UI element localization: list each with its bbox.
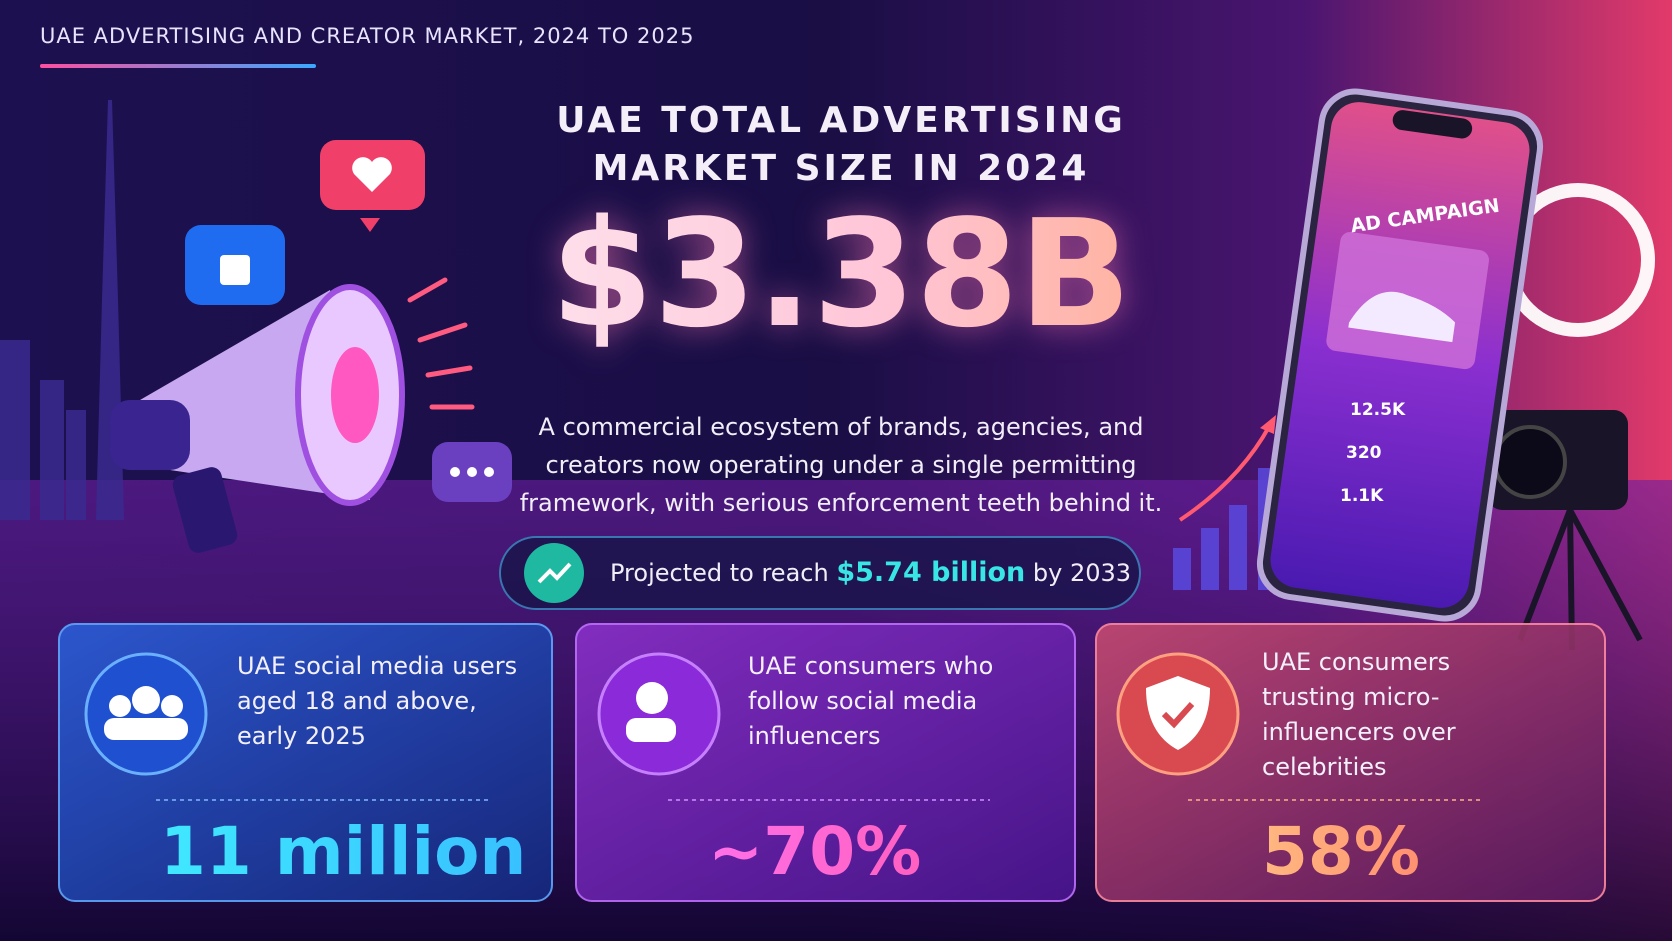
hero-heading: MARKET SIZE IN 2024 [592,148,1090,189]
projection-pill [499,536,1141,610]
card-value: 58% [1262,813,1420,890]
card-text: follow social media [748,687,978,715]
trend-icon [524,543,584,603]
title-underline [40,64,316,68]
projection-suffix: by 2033 [1032,559,1132,587]
phone-stat: 320 [1346,443,1382,463]
card-text: UAE consumers [1262,648,1451,676]
hero-value: $3.38B [441,200,1241,348]
follower-icon [597,652,721,776]
phone-stat: 12.5K [1350,400,1406,420]
card-value: 11 million [160,813,527,890]
card-text: trusting micro- [1262,683,1440,711]
hero-heading: UAE TOTAL ADVERTISING [556,100,1126,141]
card-text: UAE social media users [237,652,518,680]
hero-description: A commercial ecosystem of brands, agenci… [538,413,1144,441]
card-text: early 2025 [237,722,366,750]
card-value: ~70% [708,813,922,890]
megaphone [110,284,405,553]
phone [1256,88,1544,622]
growth-arrow [1178,424,1272,522]
projection-prefix: Projected to reach [610,559,829,587]
sound-lines [407,277,475,410]
card-text: celebrities [1262,753,1387,781]
social-icons [185,140,512,502]
card-text: UAE consumers who [748,652,994,680]
hero-description: framework, with serious enforcement teet… [519,489,1163,517]
phone-stat: 1.1K [1340,486,1384,506]
growth-arrow-head [1260,415,1276,434]
card-text: influencers [748,722,881,750]
projection: Projected to reach $5.74 billion by 2033 [610,557,1131,588]
card-text: influencers over [1262,718,1456,746]
page-title: UAE ADVERTISING AND CREATOR MARKET, 2024… [40,24,695,48]
camera [1488,410,1643,651]
hero-description: creators now operating under a single pe… [545,451,1137,479]
projection-highlight: $5.74 billion [836,557,1026,588]
card-text: aged 18 and above, [237,687,477,715]
